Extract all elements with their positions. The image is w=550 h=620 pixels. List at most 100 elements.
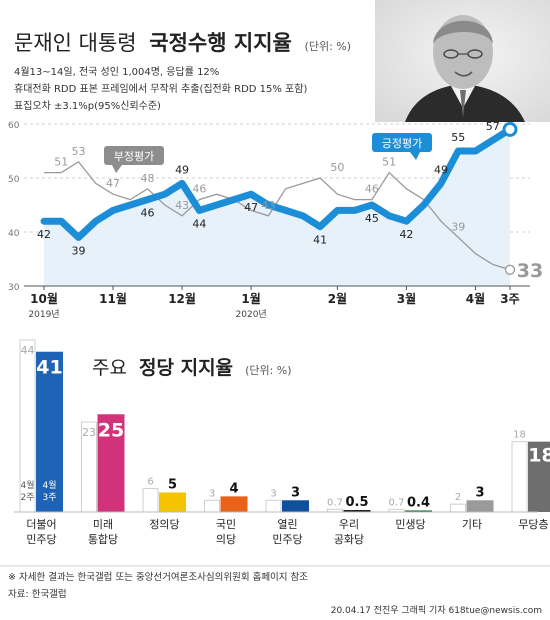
approval-data-label: 57 [486, 120, 500, 133]
bar-curr-value: 0.5 [345, 495, 368, 510]
disapproval-data-label: 46 [365, 183, 379, 196]
party-name-line1: 미래 [93, 518, 113, 531]
approval-data-label: 41 [313, 234, 327, 247]
x-tick-label: 12월 [168, 291, 196, 306]
legend-curr-line2: 3주 [42, 492, 56, 503]
note-line-2: 휴대전화 RDD 표본 프레임에서 무작위 추출(집전화 RDD 15% 포함) [14, 82, 307, 95]
approval-data-label: 47 [244, 201, 258, 214]
disapprove-tag-label: 부정평가 [114, 150, 154, 163]
x-tick-label: 10월 [30, 291, 58, 306]
x-tick-year: 2019년 [28, 309, 59, 320]
party-name-line1: 무당층 [518, 518, 548, 531]
disapproval-line [44, 160, 511, 271]
bar-prev-value: 23 [82, 426, 96, 439]
x-tick-label: 4월 [466, 291, 485, 306]
approve-tag-pointer [410, 152, 420, 160]
x-tick-year: 2020년 [236, 309, 267, 320]
president-portrait [375, 0, 550, 122]
party-name-line1: 열린 [277, 518, 297, 531]
note-line-3: 표집오차 ±3.1%p(95%신뢰수준) [14, 100, 161, 112]
disapproval-data-label: 46 [192, 183, 206, 196]
y-tick-label: 40 [8, 229, 20, 239]
bar-curr-value: 3 [291, 485, 300, 500]
footer-source: 자료: 한국갤럽 [8, 588, 67, 600]
approval-data-label: 39 [72, 244, 86, 257]
party-name-line2: 민주당 [272, 533, 302, 546]
bar-curr-week [36, 351, 63, 512]
party-name-line1: 더불어 [26, 518, 56, 531]
party-name-line1: 기타 [462, 518, 482, 531]
disapproval-data-label: 43 [175, 199, 189, 212]
legend-curr-line1: 4월 [42, 479, 56, 491]
bar-prev-value: 3 [209, 488, 215, 499]
x-tick-label: 3월 [397, 291, 416, 306]
legend-prev-line1: 4월 [20, 479, 34, 491]
title-bold: 국정수행 지지율 [149, 31, 292, 55]
party-name-line2: 의당 [216, 533, 236, 546]
party-name-line2: 공화당 [334, 533, 364, 546]
bar-curr-value: 25 [98, 419, 124, 441]
approve-tag-box [372, 133, 432, 152]
x-tick-label: 11월 [99, 291, 127, 306]
party-name-line1: 국민 [216, 518, 236, 531]
disapprove-tag-box [104, 146, 164, 165]
disapproval-data-label: 53 [72, 145, 86, 158]
bar-curr-week [220, 496, 248, 512]
title-light: 문재인 대통령 [14, 31, 137, 55]
approve-series-tag: 긍정평가 [372, 133, 432, 160]
disapproval-final-value: 33 [517, 260, 543, 282]
bar-curr-value: 18 [528, 445, 550, 467]
party-name-line1: 정의당 [149, 518, 179, 531]
legend-prev-line2: 2주 [20, 492, 34, 503]
party-name-line2: 민주당 [26, 533, 56, 546]
y-tick-label: 60 [8, 121, 20, 131]
approval-data-label: 42 [399, 228, 413, 241]
bar-prev-week [204, 499, 220, 513]
party-title-unit: (단위: %) [245, 364, 291, 377]
bar-prev-value: 3 [270, 488, 276, 499]
bar-prev-week [142, 488, 159, 513]
disapproval-data-label: 51 [382, 156, 396, 169]
bar-curr-week [466, 500, 494, 512]
approval-data-label: 46 [141, 207, 155, 220]
disapproval-data-label: 43 [261, 199, 275, 212]
disapproval-end-marker [504, 264, 516, 275]
bar-curr-value: 3 [475, 485, 484, 500]
approval-data-label: 44 [192, 217, 206, 230]
bar-prev-week [265, 499, 282, 513]
svg-text:주요 정당 지지율 (단위: %): 주요 정당 지지율 (단위: %) [92, 357, 292, 379]
party-name-line2: 통합당 [88, 533, 118, 546]
disapprove-series-tag: 부정평가 [104, 146, 164, 173]
bar-prev-value: 2 [455, 492, 461, 503]
bar-curr-week [528, 441, 550, 512]
disapproval-data-label: 51 [54, 156, 68, 169]
bar-prev-value: 44 [21, 344, 35, 357]
bar-prev-value: 0.7 [389, 497, 405, 508]
bar-curr-week [159, 492, 186, 512]
disapproval-data-label: 50 [330, 161, 344, 174]
y-tick-label: 30 [8, 283, 20, 293]
bar-curr-value: 41 [36, 357, 62, 379]
bar-prev-week [450, 503, 466, 513]
disapproval-data-label: 39 [451, 220, 465, 233]
party-name-line1: 민생당 [395, 518, 425, 531]
bar-curr-week [282, 500, 309, 512]
approval-data-label: 49 [175, 163, 189, 176]
bar-prev-week [511, 441, 528, 513]
approval-data-label: 49 [434, 163, 448, 176]
bar-curr-value: 0.4 [407, 495, 430, 510]
approval-end-marker [502, 121, 518, 137]
disapproval-data-label: 47 [106, 177, 120, 190]
note-line-1: 4월13~14일, 전국 성인 1,004명, 응답률 12% [14, 66, 219, 78]
y-tick-label: 50 [8, 175, 20, 185]
bar-curr-week [405, 510, 432, 512]
approval-line [40, 125, 514, 241]
bar-curr-value: 5 [168, 477, 177, 492]
approval-data-label: 45 [365, 212, 379, 225]
party-name-line1: 우리 [339, 518, 359, 531]
bar-curr-week [343, 510, 371, 512]
bar-prev-value: 0.7 [327, 497, 343, 508]
